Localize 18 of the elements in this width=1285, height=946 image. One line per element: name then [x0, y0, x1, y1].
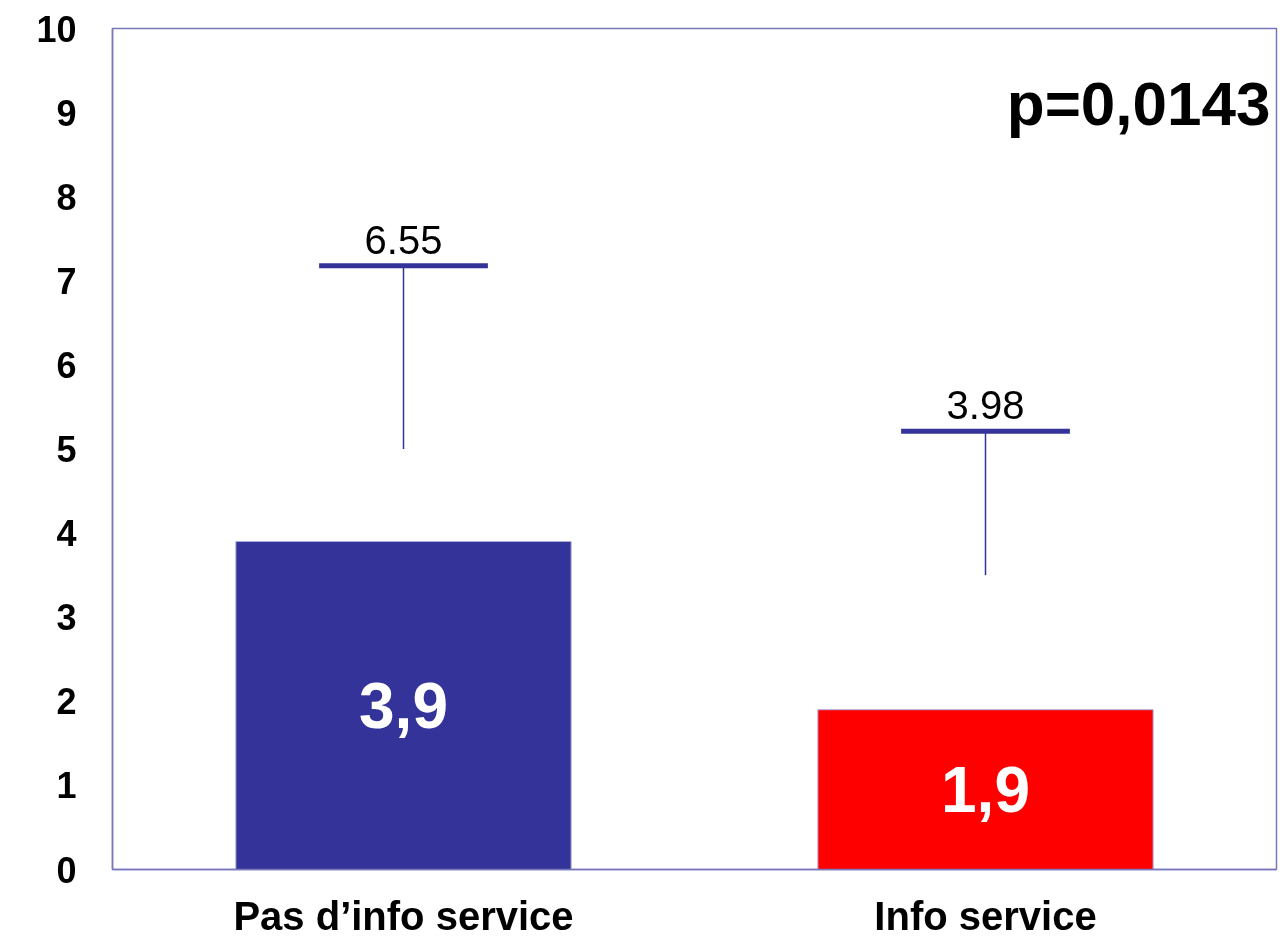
- annotation: 6.55: [364, 217, 443, 262]
- data-label: 1,9: [941, 754, 1030, 827]
- data-label: 3,9: [359, 670, 448, 743]
- y-tick-label: 7: [56, 260, 77, 302]
- annotation: 3.98: [946, 383, 1025, 428]
- y-tick-label: 0: [56, 849, 77, 891]
- x-tick-label: Info service: [874, 893, 1097, 938]
- y-tick-label: 1: [56, 765, 77, 807]
- y-tick-label: 9: [56, 92, 77, 134]
- y-tick-label: 10: [36, 8, 77, 50]
- y-tick-label: 8: [56, 176, 77, 218]
- y-tick-label: 2: [56, 681, 77, 723]
- x-tick-label: Pas d’info service: [233, 893, 574, 938]
- y-tick-label: 3: [56, 597, 77, 639]
- y-tick-label: 4: [56, 513, 77, 555]
- annotation: p=0,0143: [1006, 68, 1271, 138]
- y-tick-label: 5: [56, 429, 77, 470]
- y-tick-label: 6: [56, 344, 77, 386]
